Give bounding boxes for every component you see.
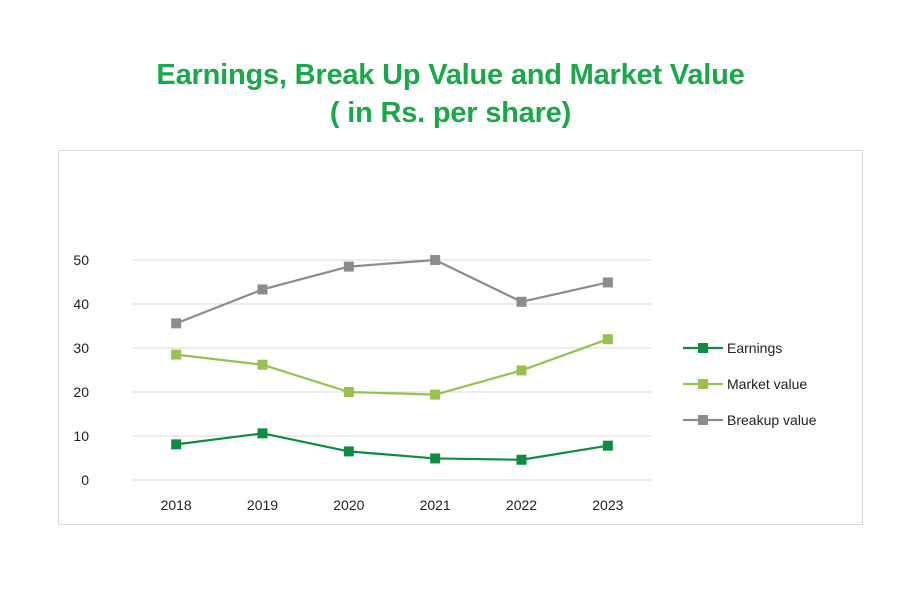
legend-label: Breakup value <box>727 412 817 428</box>
x-tick-label: 2018 <box>161 497 192 513</box>
x-tick-label: 2020 <box>333 497 364 513</box>
y-tick-label: 10 <box>73 428 89 444</box>
data-point-marker <box>430 389 441 400</box>
legend-marker <box>698 379 708 389</box>
y-tick-label: 40 <box>73 296 89 312</box>
series-line <box>175 258 609 325</box>
data-point-marker <box>430 453 441 464</box>
x-tick-label: 2019 <box>247 497 278 513</box>
data-point-marker <box>171 439 182 450</box>
x-tick-label: 2023 <box>592 497 623 513</box>
chart-title: Earnings, Break Up Value and Market Valu… <box>156 59 745 91</box>
y-tick-label: 20 <box>73 384 89 400</box>
data-point-marker <box>516 365 527 376</box>
series-line <box>176 432 609 461</box>
chart-title-block: Earnings, Break Up Value and Market Valu… <box>0 56 901 132</box>
chart-subtitle: ( in Rs. per share) <box>329 97 572 129</box>
y-tick-label: 0 <box>81 472 89 488</box>
data-point-marker <box>257 359 268 370</box>
data-point-marker <box>343 446 354 457</box>
data-point-marker <box>343 387 354 397</box>
chart-frame <box>58 150 863 525</box>
x-tick-label: 2022 <box>506 497 537 513</box>
data-point-marker <box>602 334 613 345</box>
legend-marker <box>698 415 708 425</box>
series-line <box>176 338 609 396</box>
data-point-marker <box>516 454 527 465</box>
data-point-marker <box>171 318 182 329</box>
data-point-marker <box>516 296 527 307</box>
data-point-marker <box>257 428 268 439</box>
data-point-marker <box>257 284 268 295</box>
y-tick-label: 30 <box>73 340 89 356</box>
legend-label: Market value <box>727 376 807 392</box>
data-point-marker <box>171 349 182 360</box>
data-point-marker <box>602 277 613 288</box>
data-point-marker <box>430 255 441 265</box>
data-point-marker <box>343 261 354 272</box>
data-point-marker <box>602 440 613 451</box>
x-tick-label: 2021 <box>420 497 451 513</box>
legend-label: Earnings <box>727 340 782 356</box>
y-tick-label: 50 <box>73 252 89 268</box>
legend-marker <box>698 343 708 353</box>
